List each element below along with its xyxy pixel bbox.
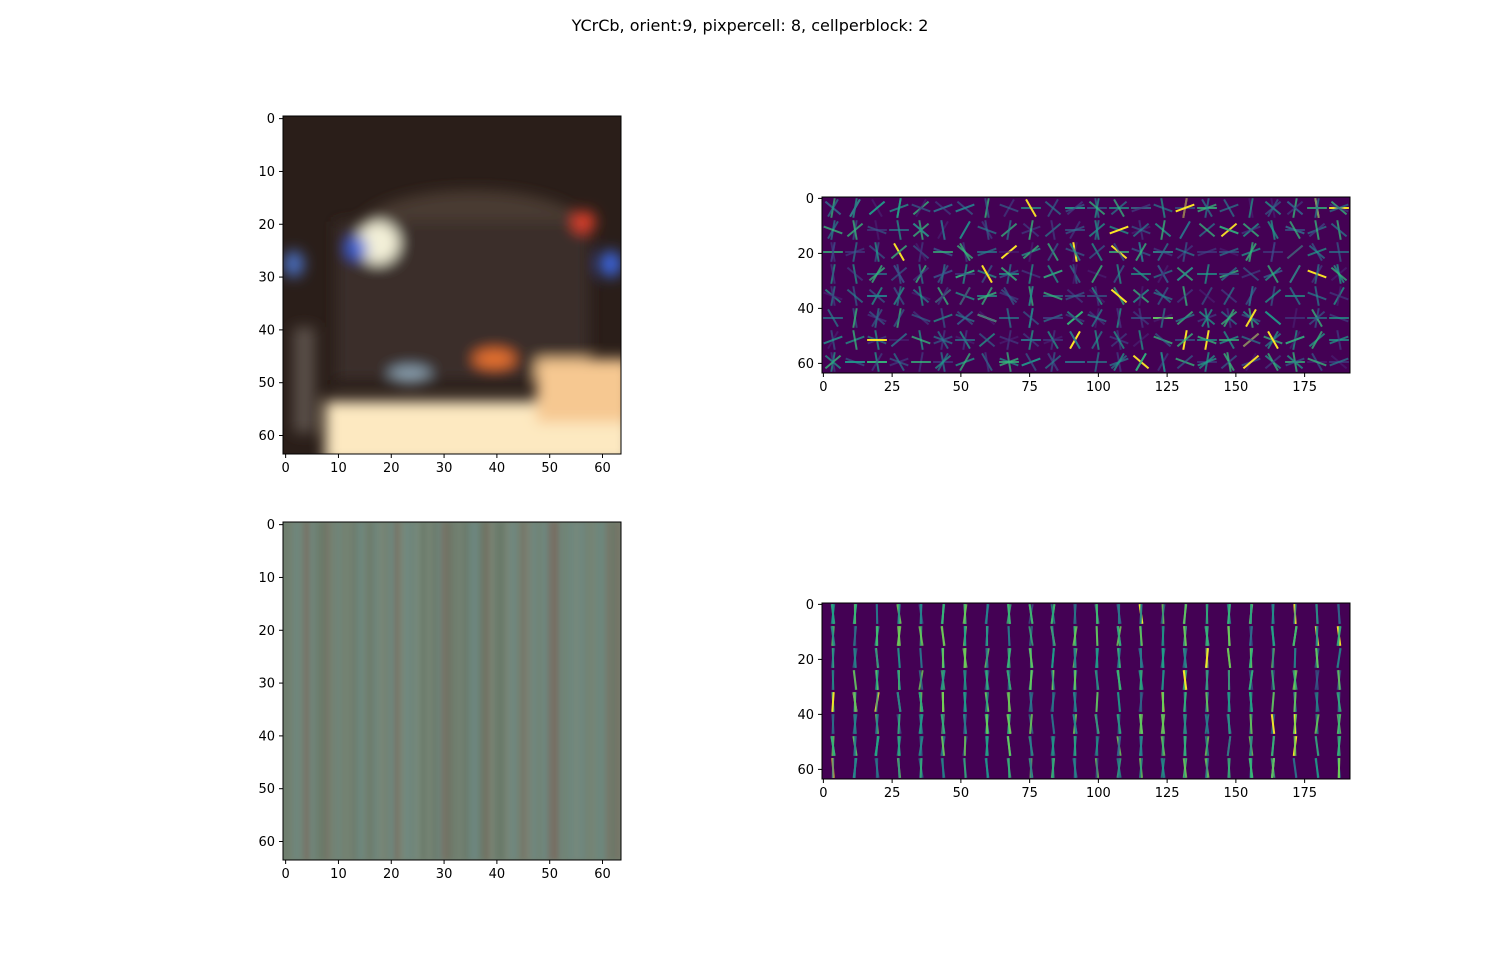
axes-frame xyxy=(821,196,1351,374)
x-tick-label: 0 xyxy=(282,461,290,476)
x-tick-label: 100 xyxy=(1086,380,1111,395)
y-tick-label: 20 xyxy=(258,218,275,233)
y-tick-label: 20 xyxy=(258,624,275,639)
x-tick-label: 10 xyxy=(330,867,347,882)
hog-image xyxy=(822,197,1350,373)
x-tick-label: 125 xyxy=(1155,786,1180,801)
x-tick-label: 75 xyxy=(1021,786,1038,801)
x-tick-label: 50 xyxy=(541,461,558,476)
figure-title: YCrCb, orient:9, pixpercell: 8, cellperb… xyxy=(571,16,929,35)
y-tick-label: 20 xyxy=(797,653,814,668)
y-tick-label: 60 xyxy=(797,357,814,372)
y-tick-label: 40 xyxy=(258,729,275,744)
x-tick-label: 20 xyxy=(383,867,400,882)
y-tick-label: 30 xyxy=(258,677,275,692)
x-tick-label: 175 xyxy=(1292,786,1317,801)
hog-image xyxy=(822,603,1350,779)
y-tick-label: 60 xyxy=(258,429,275,444)
x-tick-label: 100 xyxy=(1086,786,1111,801)
y-tick-label: 30 xyxy=(258,271,275,286)
x-tick-label: 0 xyxy=(819,380,827,395)
axes-frame xyxy=(282,115,622,455)
x-tick-label: 60 xyxy=(594,461,611,476)
y-tick-label: 0 xyxy=(806,598,814,613)
x-tick-label: 20 xyxy=(383,461,400,476)
x-tick-label: 40 xyxy=(489,461,506,476)
y-tick-label: 50 xyxy=(258,376,275,391)
panel-road-hog: 0 25 50 75 100 125 150 175 0 20 40 60 xyxy=(797,598,1351,801)
x-tick-label: 30 xyxy=(436,461,453,476)
y-tick-label: 60 xyxy=(258,835,275,850)
car-photo xyxy=(283,116,621,454)
x-tick-label: 150 xyxy=(1223,380,1248,395)
y-tick-label: 0 xyxy=(267,112,275,127)
x-tick-label: 0 xyxy=(282,867,290,882)
y-tick-label: 10 xyxy=(258,165,275,180)
x-tick-label: 50 xyxy=(953,786,970,801)
x-tick-label: 75 xyxy=(1021,380,1038,395)
y-tick-label: 40 xyxy=(797,708,814,723)
x-tick-label: 150 xyxy=(1223,786,1248,801)
x-tick-label: 60 xyxy=(594,867,611,882)
x-tick-label: 25 xyxy=(884,786,901,801)
y-tick-label: 60 xyxy=(797,763,814,778)
y-tick-label: 20 xyxy=(797,247,814,262)
x-tick-label: 25 xyxy=(884,380,901,395)
axes-frame xyxy=(821,602,1351,780)
x-tick-label: 0 xyxy=(819,786,827,801)
y-tick-label: 10 xyxy=(258,571,275,586)
panel-car-hog: 0 25 50 75 100 125 150 175 0 20 40 60 xyxy=(797,192,1351,395)
y-tick-label: 40 xyxy=(258,323,275,338)
panel-car-image: 0 10 20 30 40 50 60 0 10 20 30 40 50 60 xyxy=(258,112,622,476)
y-tick-label: 50 xyxy=(258,782,275,797)
road-photo xyxy=(283,522,621,860)
x-tick-label: 10 xyxy=(330,461,347,476)
x-tick-label: 50 xyxy=(953,380,970,395)
x-tick-label: 30 xyxy=(436,867,453,882)
y-tick-label: 0 xyxy=(267,518,275,533)
x-tick-label: 175 xyxy=(1292,380,1317,395)
x-tick-label: 125 xyxy=(1155,380,1180,395)
x-tick-label: 40 xyxy=(489,867,506,882)
panel-road-image: 0 10 20 30 40 50 60 0 10 20 30 40 50 60 xyxy=(258,518,622,882)
y-tick-label: 0 xyxy=(806,192,814,207)
y-tick-label: 40 xyxy=(797,302,814,317)
axes-frame xyxy=(282,521,622,861)
x-tick-label: 50 xyxy=(541,867,558,882)
